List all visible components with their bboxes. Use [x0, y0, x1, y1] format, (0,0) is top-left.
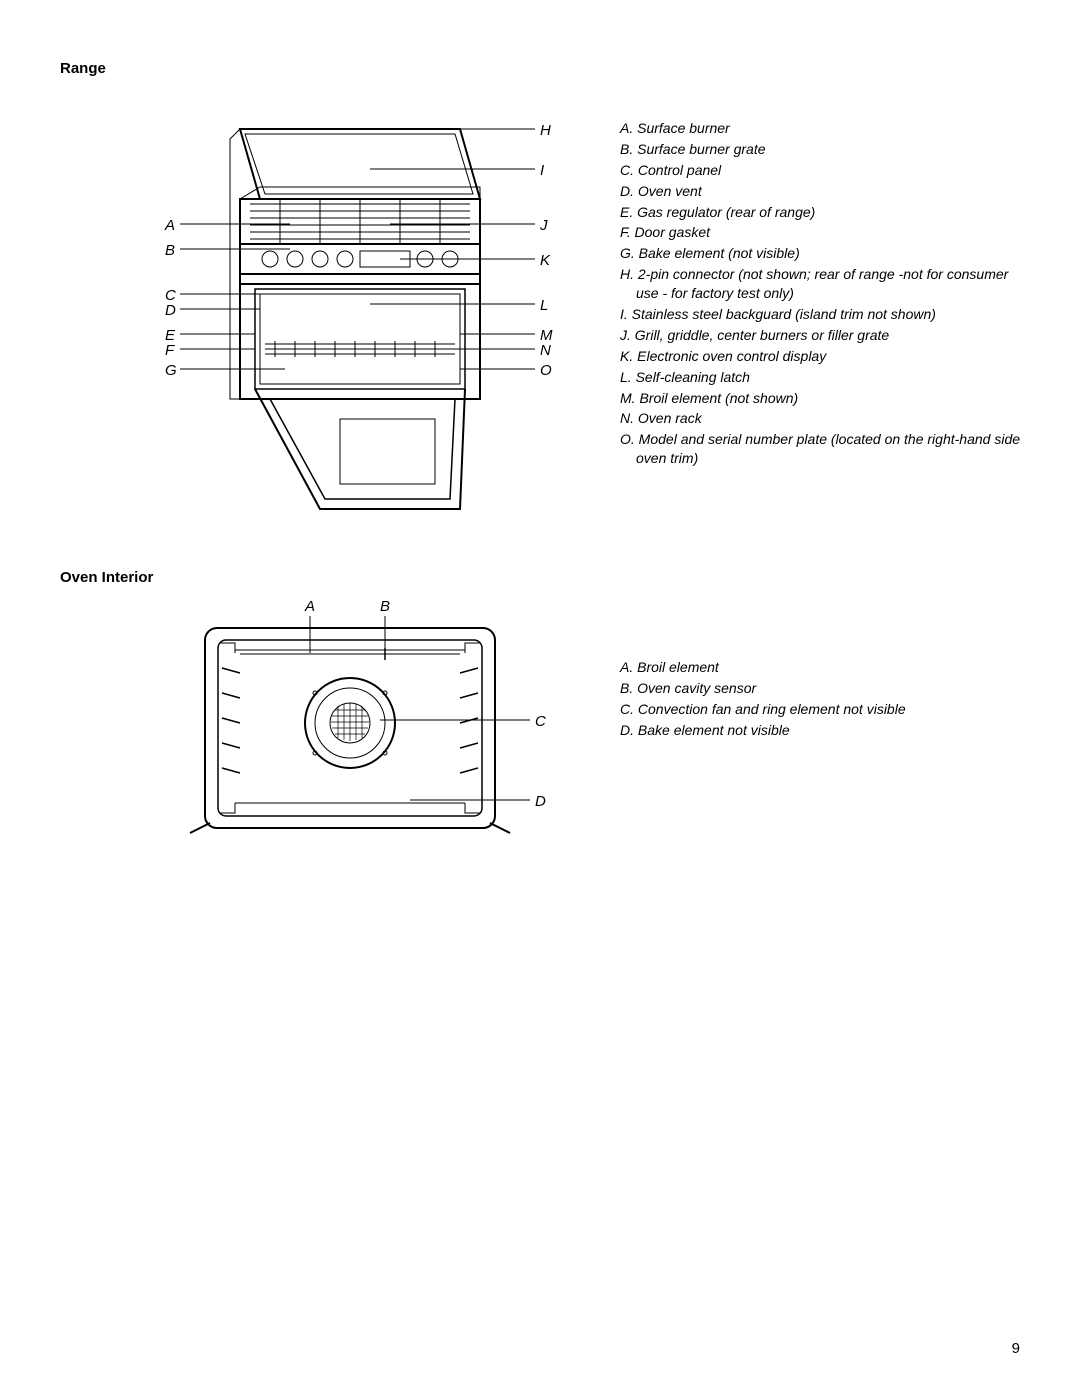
range-label-O: O [540, 362, 552, 379]
legend-item: H. 2-pin connector (not shown; rear of r… [620, 265, 1020, 303]
legend-item: K. Electronic oven control display [620, 347, 1020, 366]
legend-item: A. Surface burner [620, 119, 1020, 138]
range-label-F: F [165, 342, 174, 359]
page-number: 9 [1012, 1340, 1020, 1357]
oven-section: A B C D [60, 598, 1020, 888]
range-label-N: N [540, 342, 551, 359]
legend-item: C. Convection fan and ring element not v… [620, 700, 1020, 719]
oven-label-D: D [535, 793, 546, 810]
range-label-K: K [540, 252, 550, 269]
legend-item: B. Oven cavity sensor [620, 679, 1020, 698]
range-label-J: J [540, 217, 548, 234]
range-heading: Range [60, 60, 1020, 77]
range-label-H: H [540, 122, 551, 139]
oven-label-B: B [380, 598, 390, 615]
oven-label-C: C [535, 713, 546, 730]
legend-item: M. Broil element (not shown) [620, 389, 1020, 408]
range-label-G: G [165, 362, 177, 379]
range-label-I: I [540, 162, 544, 179]
range-legend: A. Surface burner B. Surface burner grat… [620, 89, 1020, 519]
range-diagram-container: A B C D E F G H I J K L M N O [60, 89, 620, 519]
legend-item: A. Broil element [620, 658, 1020, 677]
legend-item: O. Model and serial number plate (locate… [620, 430, 1020, 468]
legend-item: B. Surface burner grate [620, 140, 1020, 159]
legend-item: D. Oven vent [620, 182, 1020, 201]
oven-diagram-container: A B C D [60, 598, 620, 888]
legend-item: J. Grill, griddle, center burners or fil… [620, 326, 1020, 345]
range-label-D: D [165, 302, 176, 319]
legend-item: F. Door gasket [620, 223, 1020, 242]
legend-item: E. Gas regulator (rear of range) [620, 203, 1020, 222]
range-diagram [60, 89, 620, 519]
legend-item: N. Oven rack [620, 409, 1020, 428]
range-label-A: A [165, 217, 175, 234]
oven-heading: Oven Interior [60, 569, 1020, 586]
range-label-L: L [540, 297, 548, 314]
legend-item: I. Stainless steel backguard (island tri… [620, 305, 1020, 324]
oven-label-A: A [305, 598, 315, 615]
oven-diagram [60, 598, 620, 888]
legend-item: L. Self-cleaning latch [620, 368, 1020, 387]
range-section: A B C D E F G H I J K L M N O [60, 89, 1020, 519]
legend-item: C. Control panel [620, 161, 1020, 180]
range-label-B: B [165, 242, 175, 259]
legend-item: G. Bake element (not visible) [620, 244, 1020, 263]
legend-item: D. Bake element not visible [620, 721, 1020, 740]
manual-page: Range A B C D E F G H I J K L M N O [0, 0, 1080, 1397]
oven-legend: A. Broil element B. Oven cavity sensor C… [620, 598, 1020, 888]
